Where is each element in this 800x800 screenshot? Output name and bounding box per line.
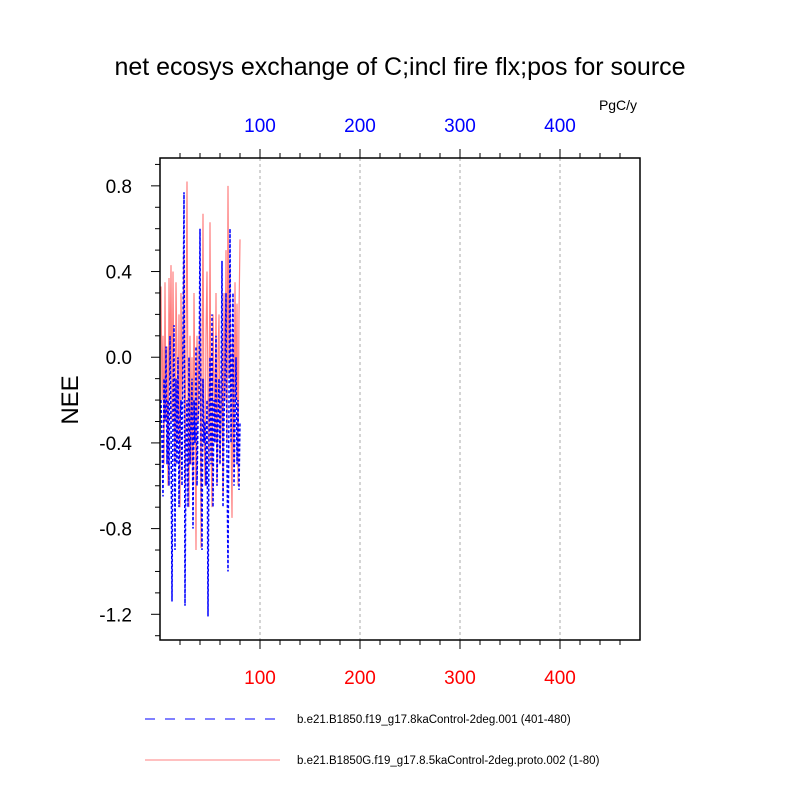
x-tick-label-top: 300 (444, 116, 476, 137)
x-tick-label-bottom: 100 (244, 668, 276, 689)
x-tick-label-bottom: 300 (444, 668, 476, 689)
units-label: PgC/y (599, 97, 637, 113)
y-tick-label: 0.8 (106, 177, 132, 198)
y-tick-label: 0.4 (106, 263, 133, 284)
x-tick-label-top: 100 (244, 116, 276, 137)
y-axis-label: NEE (57, 375, 84, 424)
y-tick-label: -1.2 (99, 605, 132, 626)
chart-title: net ecosys exchange of C;incl fire flx;p… (114, 53, 685, 81)
y-tick-label: 0.0 (106, 348, 132, 369)
legend-label: b.e21.B1850.f19_g17.8kaControl-2deg.001 … (297, 714, 571, 726)
x-tick-label-bottom: 200 (344, 668, 376, 689)
legend-label: b.e21.B1850G.f19_g17.8.5kaControl-2deg.p… (297, 755, 600, 767)
y-tick-label: -0.8 (99, 520, 132, 541)
series-line (160, 192, 241, 617)
x-tick-label-bottom: 400 (544, 668, 576, 689)
x-tick-label-top: 400 (544, 116, 576, 137)
x-tick-label-top: 200 (344, 116, 376, 137)
y-tick-label: -0.4 (99, 434, 132, 455)
